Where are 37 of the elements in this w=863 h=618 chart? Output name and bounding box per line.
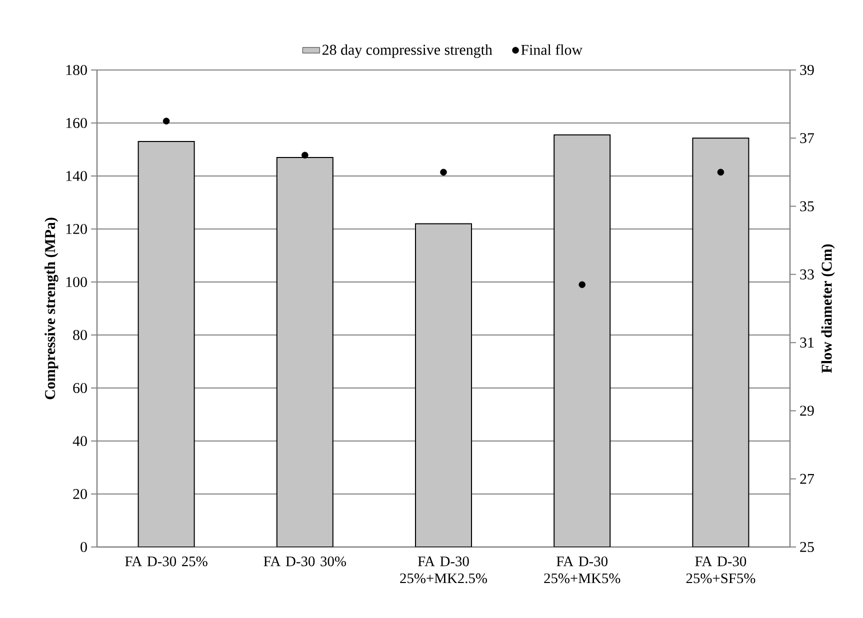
x-tick-label: FA D-30 30% <box>264 556 346 566</box>
y-tick-label: 160 <box>66 118 87 128</box>
point <box>162 118 170 124</box>
y2-tick-label: 31 <box>800 338 814 348</box>
y2-tick-label: 35 <box>800 201 814 212</box>
x-tick-label: FA D-30 25%+SF5% <box>686 556 756 584</box>
point <box>302 152 308 159</box>
y-tick-label: 0 <box>80 542 87 552</box>
y-tick-label: 80 <box>73 330 87 340</box>
legend-label: 28 day compressive strength <box>322 44 492 58</box>
y-tick-label: 60 <box>73 382 87 394</box>
y-axis-title: Compressive strength (MPa) <box>44 218 58 400</box>
legend-label: Final flow <box>521 44 582 55</box>
x-tick-label: FA D-30 25%+MK2.5% <box>400 556 488 584</box>
bar <box>138 141 195 547</box>
y2-tick-label: 27 <box>800 474 814 484</box>
bar <box>276 156 334 547</box>
y-tick-label: 180 <box>66 64 87 76</box>
bar <box>415 223 472 547</box>
y-tick-label: 40 <box>72 436 87 446</box>
point <box>717 168 724 176</box>
x-tick-label: FA D-30 25% <box>125 556 208 566</box>
point <box>578 281 586 288</box>
point <box>440 168 447 176</box>
y2-tick-label: 29 <box>800 406 814 416</box>
y2-tick-label: 37 <box>800 133 814 144</box>
x-tick-label: FA D-30 25%+MK5% <box>544 556 620 584</box>
y2-axis-title: Flow diameter (Cm) <box>821 244 835 373</box>
y-tick-label: 100 <box>66 276 87 288</box>
bar <box>692 138 750 547</box>
y-tick-label: 120 <box>66 224 87 234</box>
y2-tick-label: 39 <box>800 64 814 76</box>
y-tick-label: 140 <box>66 170 87 182</box>
y2-tick-label: 33 <box>800 269 814 280</box>
bar <box>554 134 611 547</box>
y-tick-label: 20 <box>73 488 87 500</box>
y2-tick-label: 25 <box>800 542 814 552</box>
